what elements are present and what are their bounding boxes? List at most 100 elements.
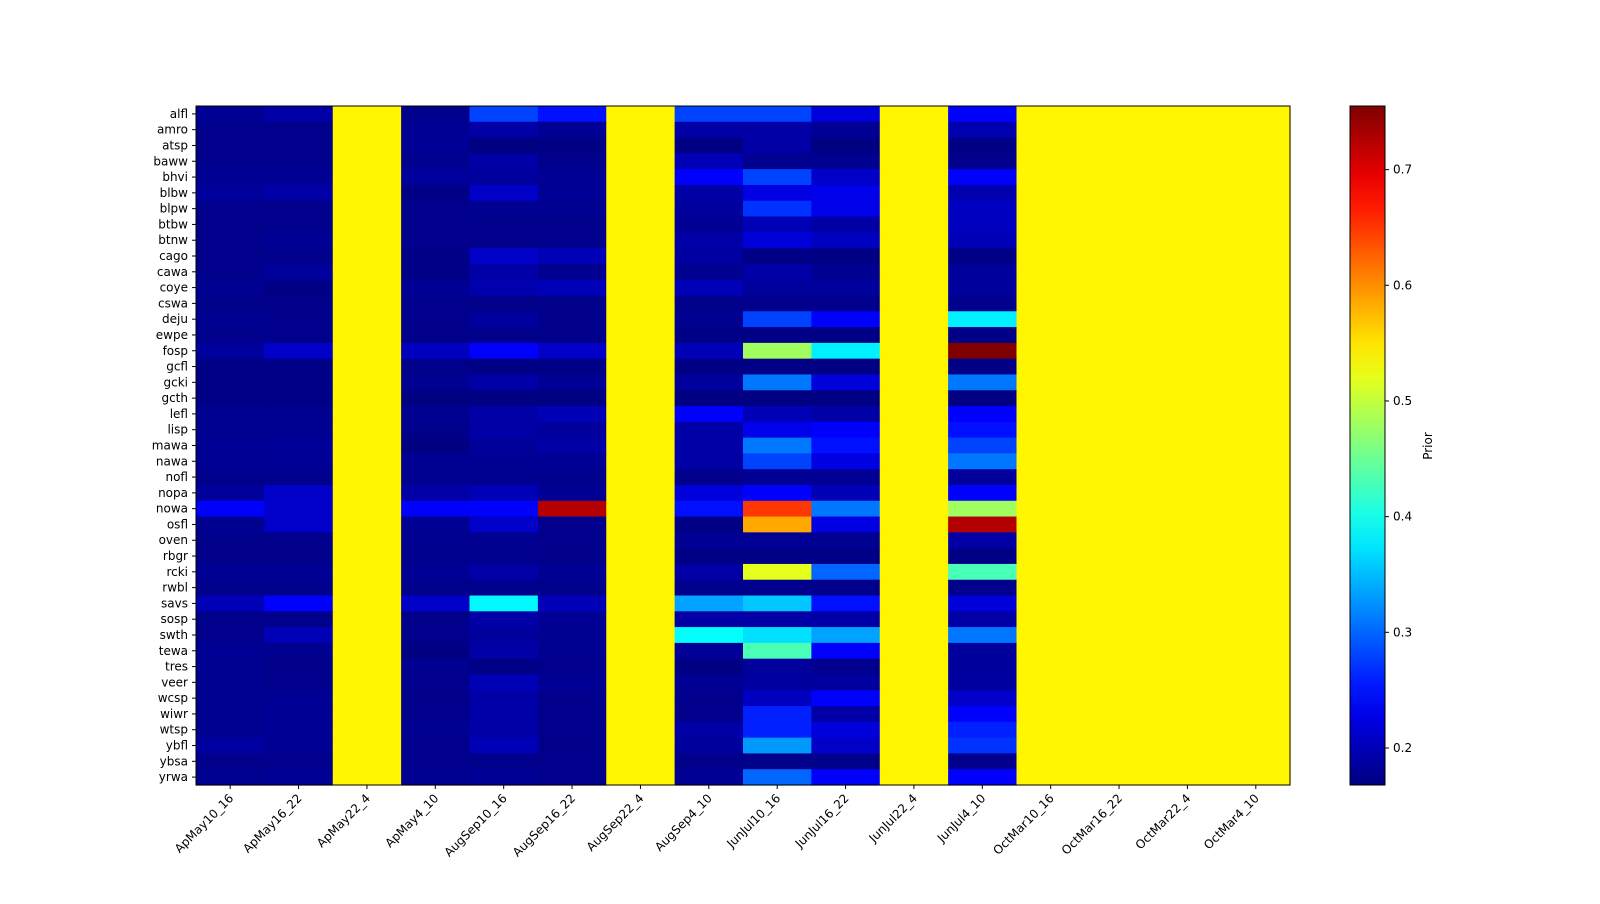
colorbar-tick-label: 0.2 <box>1393 741 1412 755</box>
heatmap-cell <box>606 327 676 344</box>
heatmap-cell <box>332 769 402 786</box>
heatmap-cell <box>332 342 402 360</box>
heatmap-cell <box>196 279 265 297</box>
y-tick-label: ybfl <box>166 739 188 753</box>
heatmap-cell <box>1016 374 1086 391</box>
y-tick-label: wiwr <box>160 707 188 721</box>
heatmap-cell <box>1016 358 1086 376</box>
heatmap-cell <box>879 390 949 407</box>
heatmap-cell <box>332 642 402 660</box>
y-tick-label: gcfl <box>166 360 188 374</box>
heatmap-cell <box>606 484 676 502</box>
heatmap-cell <box>332 406 402 423</box>
heatmap-cell <box>469 611 539 628</box>
heatmap-cell <box>743 342 812 360</box>
heatmap-cell <box>879 437 949 454</box>
heatmap-cell <box>606 390 676 407</box>
heatmap-cell <box>264 374 334 391</box>
heatmap-cell <box>948 200 1018 218</box>
heatmap-cell <box>332 390 402 407</box>
heatmap-cell <box>1016 232 1086 249</box>
heatmap-cell <box>879 627 949 644</box>
heatmap-cell <box>948 106 1018 123</box>
y-tick-label: lefl <box>170 407 188 421</box>
heatmap-cell <box>948 374 1018 391</box>
heatmap-cell <box>1221 421 1291 439</box>
heatmap-cell <box>537 169 607 186</box>
heatmap-cell <box>469 658 539 676</box>
heatmap-cell <box>1153 263 1223 281</box>
heatmap-cell <box>1153 721 1223 739</box>
heatmap-cell <box>469 579 539 597</box>
heatmap-cell <box>948 500 1018 518</box>
heatmap-cell <box>948 706 1018 723</box>
heatmap-cell <box>196 358 265 376</box>
heatmap-cell <box>1153 184 1223 202</box>
heatmap-cell <box>537 627 607 644</box>
heatmap-cell <box>743 548 812 565</box>
heatmap-cell <box>743 184 812 202</box>
heatmap-cell <box>606 184 676 202</box>
heatmap-cell <box>948 579 1018 597</box>
heatmap-cell <box>537 216 607 233</box>
heatmap-cell <box>1153 706 1223 723</box>
heatmap-cell <box>1221 390 1291 407</box>
y-tick-label: cswa <box>158 296 188 310</box>
heatmap-cell <box>1221 137 1291 154</box>
heatmap-cell <box>1221 169 1291 186</box>
heatmap-cell <box>1221 611 1291 628</box>
heatmap-cell <box>743 769 812 786</box>
heatmap-cell <box>811 390 881 407</box>
heatmap-cell <box>743 532 812 549</box>
heatmap-cell <box>1221 548 1291 565</box>
heatmap-cell <box>948 342 1018 360</box>
heatmap-cell <box>948 753 1018 770</box>
heatmap-cell <box>811 279 881 297</box>
heatmap-cell <box>196 737 265 755</box>
heatmap-cell <box>674 737 744 755</box>
heatmap-cell <box>196 153 265 170</box>
heatmap-cell <box>674 248 744 265</box>
heatmap-cell <box>743 390 812 407</box>
heatmap-cell <box>264 642 334 660</box>
heatmap-cell <box>264 327 334 344</box>
heatmap-cell <box>674 579 744 597</box>
heatmap-cell <box>879 358 949 376</box>
heatmap-cell <box>1221 721 1291 739</box>
heatmap-cell <box>537 184 607 202</box>
heatmap-cell <box>264 437 334 454</box>
heatmap-cell <box>606 232 676 249</box>
heatmap-cell <box>1221 327 1291 344</box>
heatmap-cell <box>811 374 881 391</box>
heatmap-cell <box>811 532 881 549</box>
heatmap-cell <box>1153 406 1223 423</box>
heatmap-cell <box>879 737 949 755</box>
heatmap-cell <box>1221 595 1291 612</box>
heatmap-cell <box>674 484 744 502</box>
heatmap-cell <box>196 421 265 439</box>
heatmap-cell <box>1153 216 1223 233</box>
heatmap-cell <box>606 579 676 597</box>
heatmap-cell <box>1016 169 1086 186</box>
y-tick-label: rcki <box>166 565 188 579</box>
heatmap-cell <box>401 248 471 265</box>
heatmap-cell <box>1016 390 1086 407</box>
heatmap-cell <box>879 469 949 486</box>
heatmap-cell <box>401 327 471 344</box>
heatmap-cell <box>401 674 471 691</box>
heatmap-cell <box>674 721 744 739</box>
heatmap-cell <box>1016 311 1086 328</box>
heatmap-cell <box>537 453 607 470</box>
heatmap-cell <box>537 500 607 518</box>
heatmap-cell <box>743 421 812 439</box>
heatmap-cell <box>264 563 334 581</box>
heatmap-cell <box>811 232 881 249</box>
heatmap-cell <box>606 406 676 423</box>
heatmap-cell <box>1153 248 1223 265</box>
heatmap-cell <box>537 721 607 739</box>
heatmap-cell <box>1221 500 1291 518</box>
heatmap-cell <box>537 658 607 676</box>
heatmap-cell <box>332 295 402 312</box>
heatmap-cell <box>1153 469 1223 486</box>
